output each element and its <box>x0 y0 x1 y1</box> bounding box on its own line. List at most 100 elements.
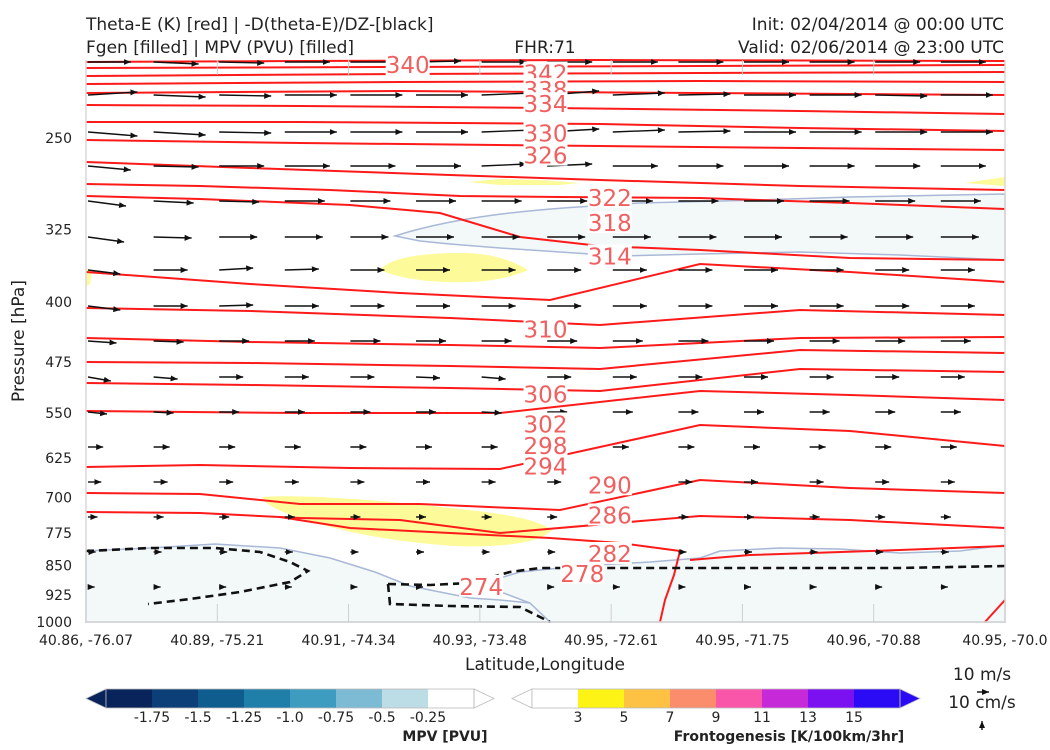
colorbar-tick-label: 11 <box>753 710 771 726</box>
theta-e-label: 294 <box>524 455 568 481</box>
x-axis-label: Latitude,Longitude <box>465 655 625 675</box>
theta-e-label: 340 <box>386 53 430 79</box>
wind-vector <box>87 305 121 313</box>
wind-vector <box>153 93 206 100</box>
theta-e-label: 318 <box>588 211 632 237</box>
colorbar-tick-label: -0.5 <box>368 710 395 726</box>
wind-vector <box>153 199 194 206</box>
colorbar-swatch <box>244 689 291 708</box>
theta-e-contour <box>85 139 1006 151</box>
x-tick-label: 40.86, -76.07 <box>39 633 133 649</box>
colorbar-tick-label: 7 <box>666 710 675 726</box>
wind-vector <box>415 374 441 381</box>
theta-e-contour <box>85 423 1006 471</box>
colorbar-swatch <box>854 689 901 708</box>
colorbar-tick-label: -0.25 <box>410 710 446 726</box>
fgen-colorbar: 3 5 7 9 11 13 15 <box>511 688 921 726</box>
y-tick-label: 925 <box>45 588 72 604</box>
theta-e-label: 326 <box>524 144 568 170</box>
wind-vectors <box>87 58 993 590</box>
wind-vector <box>87 89 138 96</box>
x-tick-label: 40.95, -72.61 <box>564 633 658 649</box>
colorbar-swatch <box>624 689 671 708</box>
colorbar-swatch <box>198 689 245 708</box>
wind-vector <box>87 376 111 383</box>
wind-vector <box>284 266 319 273</box>
colorbar-extend-low <box>85 688 107 709</box>
y-axis-ticks: 250 325 400 475 550 625 700 775 850 925 1000 <box>36 131 72 631</box>
theta-e-contour <box>85 348 1006 371</box>
dtheta-dz-contour <box>85 546 311 606</box>
colorbar-swatch <box>762 689 809 708</box>
colorbar-tick-label: 15 <box>845 710 863 726</box>
wind-vector <box>875 92 928 99</box>
colorbar-swatch <box>808 689 855 708</box>
colorbar-tick-label: -1.0 <box>276 710 303 726</box>
theta-e-label-bg <box>587 541 632 564</box>
theta-e-label-bg <box>523 317 568 340</box>
y-tick-label: 1000 <box>36 615 72 631</box>
dtheta-dz-contour <box>387 564 1006 587</box>
colorbar-swatch <box>716 689 763 708</box>
wind-vector <box>87 339 117 346</box>
theta-e-label-bg <box>523 92 568 115</box>
wind-vector <box>219 92 272 99</box>
wind-vector <box>153 338 184 345</box>
wind-vector <box>219 265 254 272</box>
wind-vector <box>87 410 108 417</box>
colorbar-tick-label: 9 <box>712 710 721 726</box>
dtheta-dz-contour <box>386 583 551 624</box>
theta-e-label-bg <box>587 244 632 267</box>
theta-e-label: 290 <box>588 473 632 499</box>
x-tick-label: 40.96, -70.88 <box>827 633 921 649</box>
theta-e-label: 334 <box>524 92 568 118</box>
colorbar-tick-label: -1.75 <box>134 710 170 726</box>
theta-e-contour <box>85 183 1006 210</box>
wind-vector <box>87 131 138 139</box>
dtheta-dz-contours <box>85 546 1006 624</box>
y-tick-label: 625 <box>45 451 72 467</box>
colorbar-frame <box>531 688 901 709</box>
plot-area: 340 3423383343303263223183143103063022982… <box>85 53 1006 624</box>
x-tick-label: 40.91, -74.34 <box>302 633 396 649</box>
x-tick-label: 40.95, -70.0 <box>962 633 1047 649</box>
y-tick-label: 775 <box>45 526 72 542</box>
fgen-fill-mid <box>380 253 528 283</box>
y-tick-label: 250 <box>45 131 72 147</box>
theta-e-label-bg <box>385 53 430 76</box>
theta-e-label: 314 <box>588 244 632 270</box>
mpv-fill-far-right-top <box>965 177 1005 186</box>
wind-vector <box>153 409 174 416</box>
fgen-colorbar-label: Frontogenesis [K/100km/3hr] <box>674 729 904 745</box>
chart-title-line1: Theta-E (K) [red] | -D(theta-E)/DZ-[blac… <box>85 15 434 35</box>
wind-vector <box>153 234 192 241</box>
colorbar-extend-low <box>511 688 533 709</box>
wind-vector <box>153 131 206 138</box>
theta-e-contour <box>689 545 1006 561</box>
colorbar-tick-label: -1.5 <box>184 710 211 726</box>
wind-vector <box>87 269 121 277</box>
theta-e-label: 278 <box>560 562 604 588</box>
wind-vector <box>481 375 506 382</box>
colorbar-swatch <box>290 689 337 708</box>
mpv-colorbar: -1.75 -1.5 -1.25 -1.0 -0.75 -0.5 -0.25 <box>85 688 495 726</box>
colorbar-extend-high <box>899 688 921 709</box>
x-tick-label: 40.89, -75.21 <box>170 633 264 649</box>
theta-e-label: 330 <box>524 122 568 148</box>
theta-e-contour <box>85 262 1006 302</box>
theta-e-contour <box>85 161 1006 191</box>
colorbar-swatch <box>336 689 383 708</box>
wind-vector <box>612 90 665 97</box>
theta-e-label: 274 <box>459 575 503 601</box>
wind-vector <box>153 60 199 67</box>
theta-e-label: 322 <box>588 186 632 212</box>
theta-e-label-bg <box>459 574 504 597</box>
wind-vector <box>219 59 265 66</box>
colorbar-tick-label: 13 <box>799 710 817 726</box>
theta-e-labels: 340 3423383343303263223183143103063022982… <box>385 53 632 601</box>
wind-vector <box>481 161 527 168</box>
theta-e-label-bg <box>587 503 632 526</box>
colorbar-extend-high <box>473 688 495 709</box>
theta-e-contour <box>85 195 1006 261</box>
y-tick-label: 400 <box>45 295 72 311</box>
